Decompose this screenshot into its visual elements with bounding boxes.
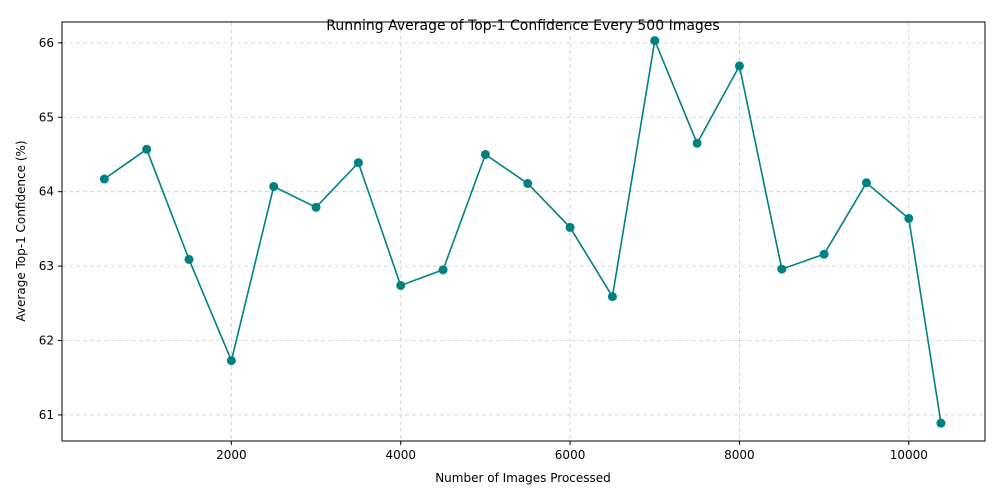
x-tick-label: 4000 [385, 448, 416, 462]
data-point [777, 264, 787, 274]
data-point [226, 356, 236, 366]
x-tick-label: 8000 [724, 448, 755, 462]
series-line [103, 37, 942, 424]
x-tick-label: 6000 [555, 448, 586, 462]
data-point [142, 144, 152, 154]
data-point [523, 178, 533, 188]
x-tick-label: 2000 [216, 448, 247, 462]
x-tick-label: 10000 [890, 448, 928, 462]
data-point [861, 178, 871, 188]
data-point [819, 249, 829, 259]
series-layer [99, 36, 946, 428]
data-point [438, 265, 448, 275]
data-point [734, 61, 744, 71]
data-point [904, 213, 914, 223]
data-point [311, 202, 321, 212]
x-axis-label: Number of Images Processed [435, 471, 611, 485]
y-tick-label: 65 [39, 110, 54, 124]
data-point [650, 36, 660, 46]
y-tick-label: 62 [39, 334, 54, 348]
data-point [480, 149, 490, 159]
y-tick-label: 61 [39, 408, 54, 422]
y-tick-label: 66 [39, 36, 54, 50]
data-point [269, 181, 279, 191]
data-point [184, 254, 194, 264]
data-point [99, 174, 109, 184]
data-point [565, 222, 575, 232]
y-axis-ticks: 61 62 63 64 65 66 [39, 36, 62, 422]
chart-title: Running Average of Top-1 Confidence Ever… [326, 18, 719, 34]
y-tick-label: 63 [39, 259, 54, 273]
x-axis-ticks: 2000 4000 6000 8000 10000 [216, 441, 928, 462]
data-point [692, 138, 702, 148]
grid [62, 22, 985, 441]
y-axis-label: Average Top-1 Confidence (%) [14, 140, 28, 321]
data-point [607, 292, 617, 302]
data-point [396, 280, 406, 290]
data-point [936, 418, 946, 428]
plot-frame [61, 21, 986, 442]
y-tick-label: 64 [39, 185, 54, 199]
data-point [353, 158, 363, 168]
